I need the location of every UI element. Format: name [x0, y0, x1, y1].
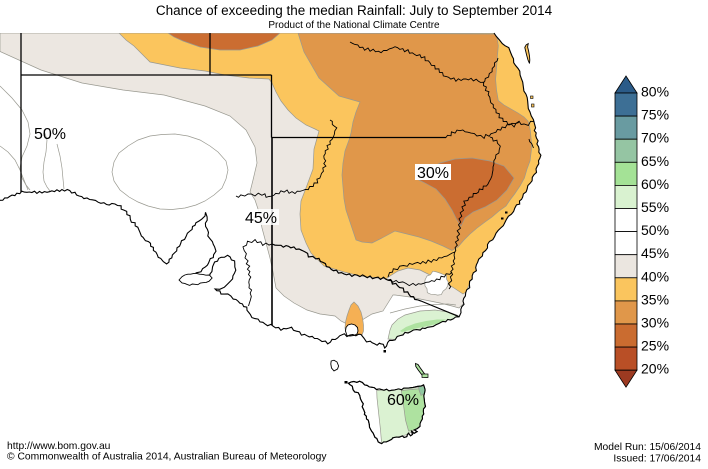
svg-text:75%: 75%: [641, 107, 669, 123]
svg-text:40%: 40%: [641, 268, 669, 284]
svg-text:50%: 50%: [641, 222, 669, 238]
svg-text:http://www.bom.gov.au: http://www.bom.gov.au: [7, 441, 111, 452]
svg-text:25%: 25%: [641, 338, 669, 354]
svg-text:50%: 50%: [34, 126, 66, 143]
svg-text:80%: 80%: [641, 84, 669, 100]
svg-text:60%: 60%: [387, 392, 419, 409]
svg-text:Issued: 17/06/2014: Issued: 17/06/2014: [613, 453, 701, 464]
svg-text:Model Run: 15/06/2014: Model Run: 15/06/2014: [594, 442, 701, 453]
svg-text:65%: 65%: [641, 153, 669, 169]
svg-text:45%: 45%: [641, 245, 669, 261]
svg-text:Product of the National Climat: Product of the National Climate Centre: [268, 20, 440, 31]
svg-text:30%: 30%: [417, 165, 449, 182]
svg-text:30%: 30%: [641, 315, 669, 331]
svg-text:20%: 20%: [641, 361, 669, 377]
svg-text:35%: 35%: [641, 291, 669, 307]
svg-text:70%: 70%: [641, 130, 669, 146]
svg-text:45%: 45%: [245, 210, 277, 227]
svg-text:© Commonwealth of Australia 2: © Commonwealth of Australia 2014, Austra…: [7, 452, 327, 463]
svg-text:Chance of exceeding the median: Chance of exceeding the median Rainfall:…: [156, 3, 553, 18]
svg-text:55%: 55%: [641, 199, 669, 215]
svg-text:60%: 60%: [641, 176, 669, 192]
